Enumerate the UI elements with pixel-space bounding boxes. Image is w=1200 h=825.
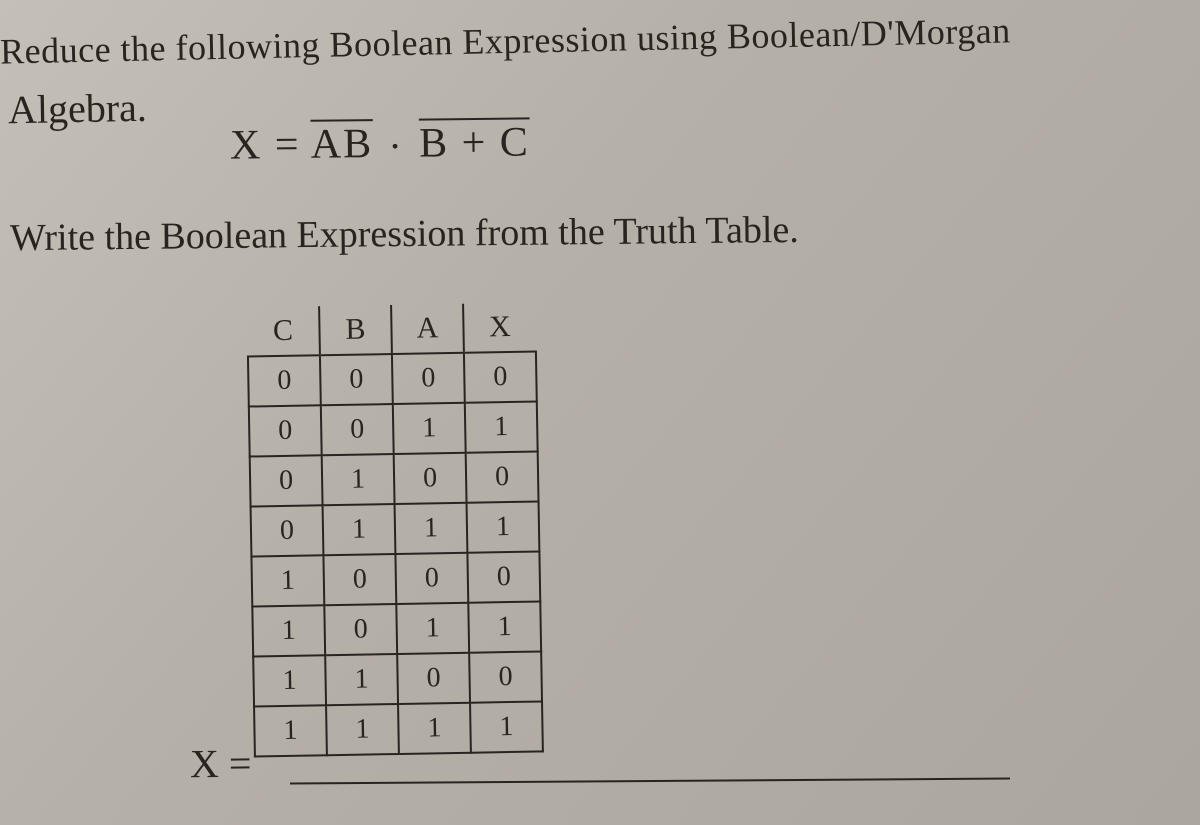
problem1-line1: Reduce the following Boolean Expression … <box>0 5 1200 72</box>
table-row: 1000 <box>251 551 540 606</box>
col-b: B <box>319 305 392 355</box>
table-cell: 1 <box>398 703 471 754</box>
table-cell: 0 <box>469 651 542 702</box>
table-header-row: C B A X <box>247 303 536 357</box>
table-cell: 0 <box>320 354 393 405</box>
table-row: 0100 <box>250 451 539 506</box>
truth-table: C B A X 00000011010001111000101111001111 <box>246 303 544 758</box>
expr-lhs: X = <box>230 122 301 169</box>
col-c: C <box>247 306 320 356</box>
expr-ab-bar: AB <box>310 121 373 168</box>
table-cell: 1 <box>253 655 326 706</box>
table-row: 0000 <box>248 352 537 407</box>
table-cell: 1 <box>465 402 538 453</box>
table-row: 0011 <box>249 402 538 457</box>
table-cell: 0 <box>466 451 539 502</box>
boolean-expression: X = AB • B + C <box>230 118 530 169</box>
expr-dot: • <box>385 136 406 158</box>
table-cell: 1 <box>468 601 541 652</box>
table-cell: 1 <box>396 603 469 654</box>
col-a: A <box>391 304 464 354</box>
table-cell: 0 <box>321 404 394 455</box>
answer-blank-line <box>290 777 1010 784</box>
problem2-prompt: Write the Boolean Expression from the Tr… <box>10 204 1190 260</box>
table-cell: 0 <box>392 353 465 404</box>
table-row: 1111 <box>254 701 543 756</box>
table-cell: 0 <box>395 553 468 604</box>
table-cell: 1 <box>326 704 399 755</box>
table-row: 0111 <box>251 501 540 556</box>
table-cell: 1 <box>393 403 466 454</box>
table-row: 1100 <box>253 651 542 706</box>
table-row: 1011 <box>252 601 541 656</box>
table-cell: 0 <box>249 405 322 456</box>
table-cell: 0 <box>323 554 396 605</box>
table-cell: 1 <box>325 654 398 705</box>
table-cell: 0 <box>251 505 324 556</box>
table-cell: 0 <box>467 551 540 602</box>
problem1-line2: Algebra. <box>8 84 148 133</box>
answer-label: X = <box>190 740 252 788</box>
table-cell: 1 <box>252 605 325 656</box>
table-cell: 1 <box>254 705 327 756</box>
table-cell: 0 <box>464 352 537 403</box>
table-cell: 0 <box>397 653 470 704</box>
table-cell: 1 <box>467 501 540 552</box>
table-cell: 1 <box>251 555 324 606</box>
table-cell: 1 <box>395 503 468 554</box>
col-x: X <box>463 303 536 353</box>
table-cell: 1 <box>322 454 395 505</box>
table-cell: 0 <box>250 455 323 506</box>
table-cell: 0 <box>324 604 397 655</box>
table-cell: 0 <box>394 453 467 504</box>
expr-bc-bar: B + C <box>419 119 530 166</box>
table-cell: 1 <box>323 504 396 555</box>
table-cell: 0 <box>248 355 321 406</box>
table-cell: 1 <box>470 701 543 752</box>
page: Reduce the following Boolean Expression … <box>0 0 1200 825</box>
